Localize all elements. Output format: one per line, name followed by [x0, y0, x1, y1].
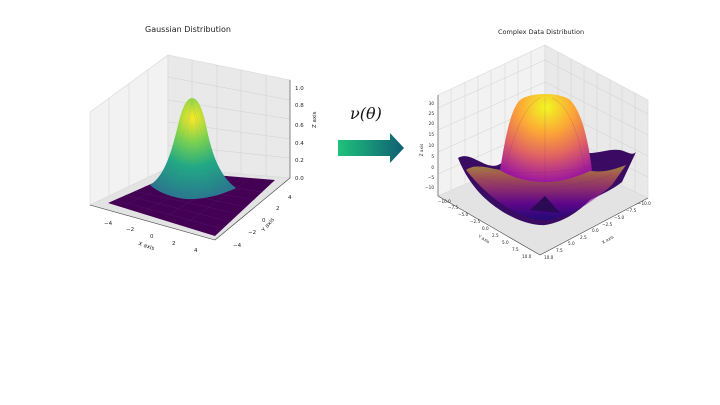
x-tick: −4 [104, 221, 113, 227]
y-tick: −7.5 [448, 205, 459, 210]
z-tick: 15 [429, 132, 435, 137]
y-tick: 2.5 [492, 233, 499, 238]
x-tick: −10.0 [638, 201, 651, 206]
z-tick: 0.8 [295, 103, 304, 109]
x-axis-label: X axis [137, 241, 155, 252]
x-axis-label: X axis [601, 234, 614, 245]
y-tick: 2 [276, 206, 280, 212]
x-tick: 0 [150, 234, 154, 240]
z-axis-label: Z axis [312, 111, 318, 128]
z-tick: 0.0 [295, 176, 304, 182]
x-tick: 10.0 [544, 255, 554, 260]
y-tick: 4 [288, 195, 292, 201]
right-y-axis: 10.0 7.5 5.0 2.5 0.0 −2.5 −5.0 −7.5 −10.… [437, 195, 541, 259]
y-tick: 5.0 [502, 240, 509, 245]
y-tick: 7.5 [512, 247, 519, 252]
z-tick: 0 [431, 165, 434, 170]
gaussian-peak-mesh [159, 99, 227, 191]
y-tick: −5.0 [458, 212, 469, 217]
complex-plot: −10.0 −7.5 −5.0 −2.5 0.0 2.5 5.0 7.5 10.… [419, 44, 651, 260]
left-x-axis: −4 −2 0 2 4 X axis [89, 204, 216, 254]
z-tick: 5 [431, 154, 434, 159]
z-tick: 0.2 [295, 158, 304, 164]
z-tick: −10 [425, 185, 434, 190]
y-tick: 10.0 [522, 254, 532, 259]
x-tick: 2 [172, 241, 176, 247]
z-tick: −5 [428, 175, 435, 180]
x-tick: −2 [126, 227, 134, 233]
y-axis-label: Y axis [477, 233, 491, 244]
gaussian-peak [150, 98, 236, 200]
x-tick: 4 [194, 248, 198, 254]
z-tick: 1.0 [295, 86, 304, 92]
y-tick: −2 [248, 230, 256, 236]
x-tick: 0.0 [592, 228, 599, 233]
z-axis-label: Z axis [419, 144, 424, 157]
gaussian-plot-title: Gaussian Distribution [145, 25, 231, 34]
complex-surface-ridges [466, 163, 626, 220]
x-tick: 5.0 [568, 241, 575, 246]
y-tick: 0.0 [482, 226, 489, 231]
y-tick: −4 [233, 243, 242, 249]
z-tick: 20 [429, 121, 435, 126]
arrow-shape [338, 133, 404, 163]
y-tick: 0 [262, 218, 266, 224]
complex-peak [500, 94, 592, 182]
surface-dip [530, 196, 560, 213]
left-z-axis: 0.0 0.2 0.4 0.6 0.8 1.0 Z axis [289, 80, 318, 182]
complex-plot-title: Complex Data Distribution [498, 28, 585, 36]
x-tick: −2.5 [602, 222, 613, 227]
z-tick: 0.6 [295, 123, 304, 129]
complex-surface-mesh [469, 97, 621, 203]
x-tick: −5.0 [614, 215, 625, 220]
transform-operator-label: ν(θ) [350, 104, 382, 123]
x-tick: 2.5 [580, 235, 587, 240]
right-x-axis: −10.0 −7.5 −5.0 −2.5 0.0 2.5 5.0 7.5 10.… [539, 197, 651, 260]
y-tick: −10.0 [438, 199, 451, 204]
gaussian-plot: −4 −2 0 2 4 X axis −4 −2 0 2 4 Y axis 0.… [89, 54, 318, 254]
x-tick: −7.5 [626, 208, 637, 213]
x-tick: 7.5 [556, 248, 563, 253]
z-tick: 0.4 [295, 141, 304, 147]
z-tick: 10 [429, 143, 435, 148]
y-tick: −2.5 [470, 219, 481, 224]
z-tick: 30 [429, 101, 435, 106]
transform-arrow [338, 133, 404, 163]
z-tick: 25 [429, 111, 435, 116]
right-z-axis: −10 −5 0 5 10 15 20 25 30 Z axis [419, 95, 439, 196]
